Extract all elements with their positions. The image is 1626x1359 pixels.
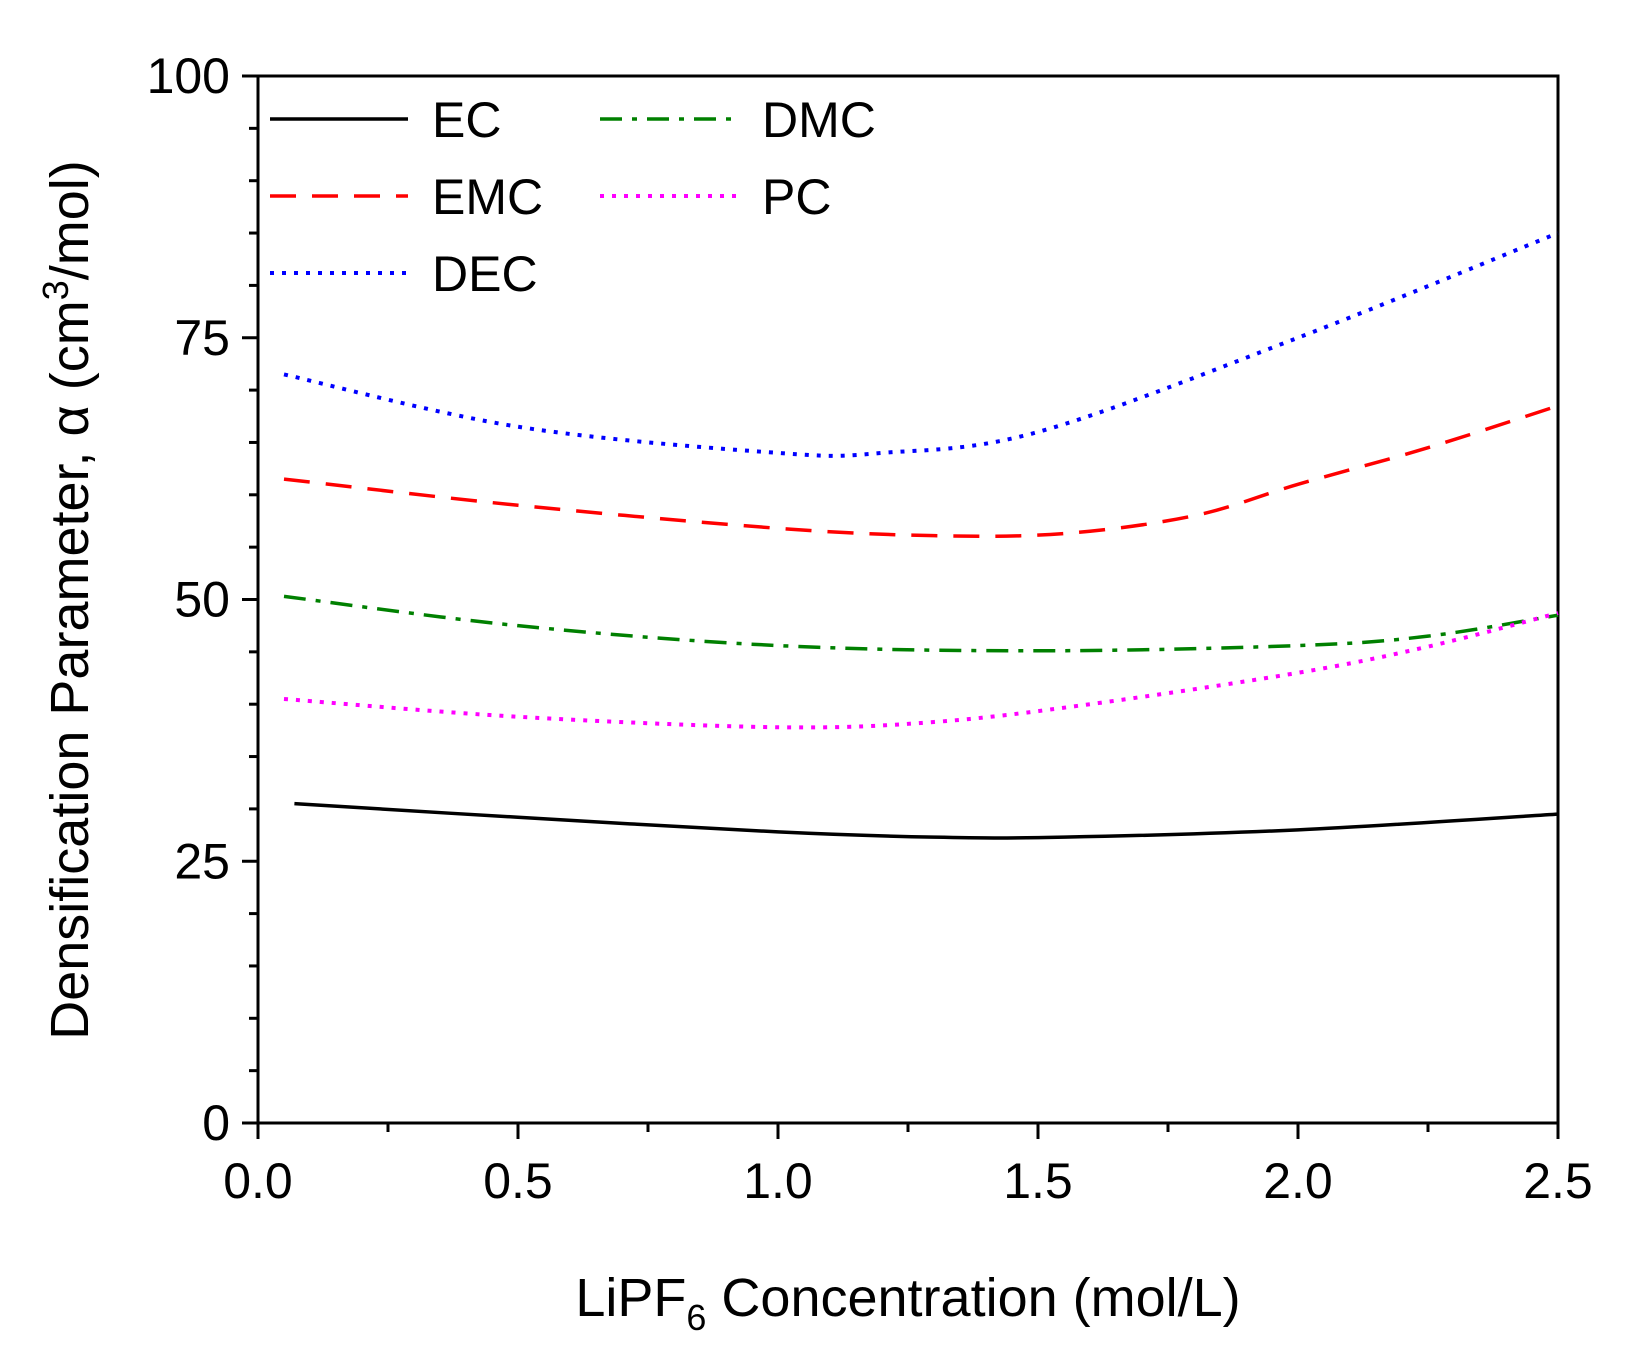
axis-ticks: 0.0 0.5 1.0 1.5 2.0 2.5 0 25 50 75 100: [147, 48, 1593, 1209]
y-axis-label: Densification Parameter, α (cm3/mol): [35, 160, 100, 1040]
legend-label-dmc: DMC: [762, 92, 876, 148]
y-tick-label: 75: [174, 310, 230, 366]
x-tick-label: 0.5: [483, 1153, 553, 1209]
x-tick-label: 2.5: [1523, 1153, 1593, 1209]
series-line-dmc: [283, 594, 1559, 653]
legend-label-emc: EMC: [432, 169, 543, 225]
x-axis-label: LiPF6 Concentration (mol/L): [575, 1268, 1240, 1338]
y-tick-label: 25: [174, 833, 230, 889]
legend: EC EMC DEC DMC PC: [270, 92, 876, 302]
x-tick-label: 0.0: [223, 1153, 293, 1209]
x-tick-label: 2.0: [1263, 1153, 1333, 1209]
y-tick-label: 0: [202, 1095, 230, 1151]
legend-label-ec: EC: [432, 92, 501, 148]
legend-label-pc: PC: [762, 169, 831, 225]
x-tick-label: 1.0: [743, 1153, 813, 1209]
x-tick-label: 1.5: [1003, 1153, 1073, 1209]
series-line-emc: [283, 404, 1559, 538]
y-tick-label: 100: [147, 48, 230, 104]
series-line-pc: [283, 611, 1559, 730]
plot-frame: [256, 74, 1560, 1125]
y-tick-label: 50: [174, 572, 230, 628]
series-layer: [283, 231, 1559, 840]
legend-label-dec: DEC: [432, 246, 538, 302]
series-line-ec: [294, 801, 1559, 840]
